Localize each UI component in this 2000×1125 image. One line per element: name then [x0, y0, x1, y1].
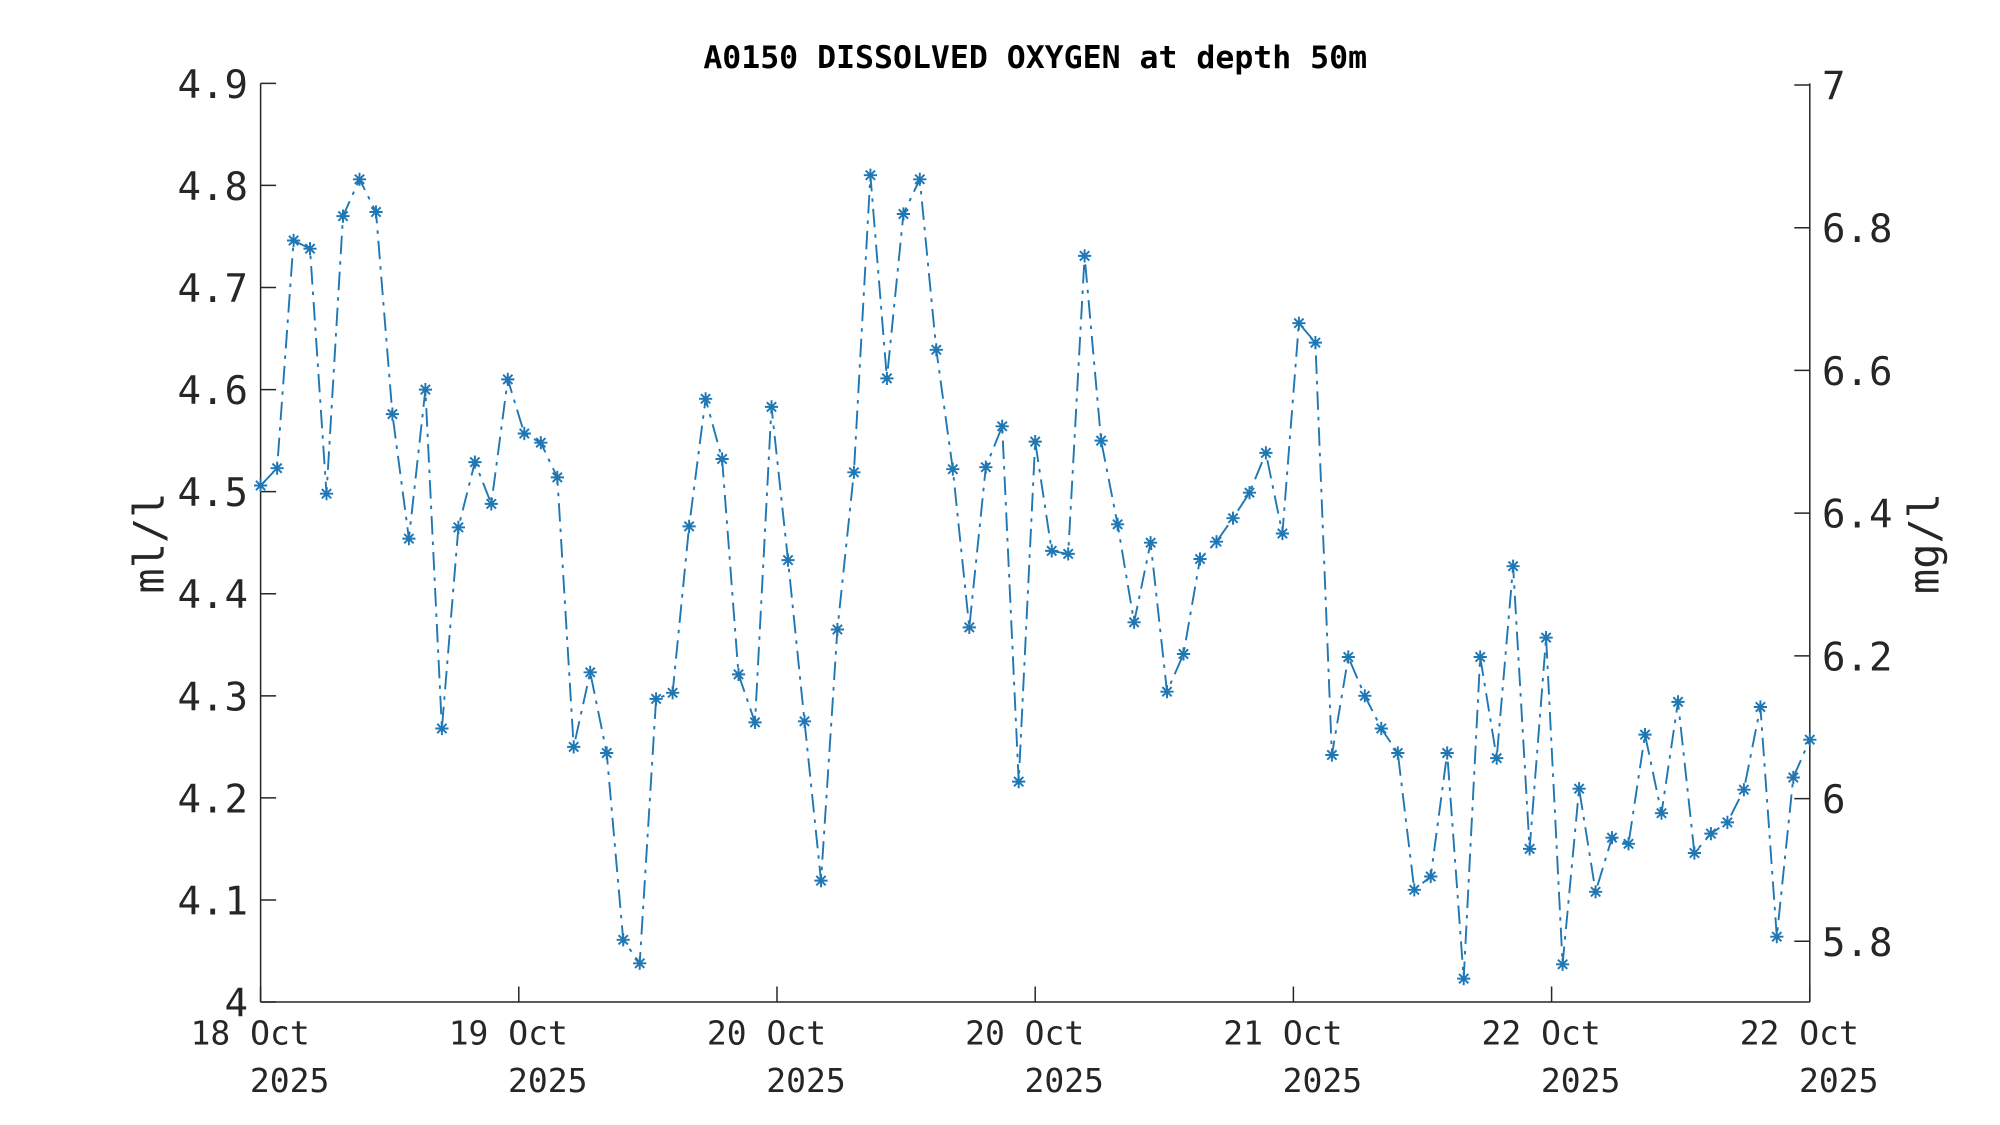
svg-text:19 Oct: 19 Oct — [449, 1014, 568, 1053]
svg-text:21 Oct: 21 Oct — [1223, 1014, 1342, 1053]
svg-text:2025: 2025 — [1283, 1061, 1362, 1100]
svg-text:4.4: 4.4 — [178, 573, 248, 618]
svg-text:6.6: 6.6 — [1822, 350, 1892, 395]
svg-text:6.2: 6.2 — [1822, 635, 1892, 680]
svg-text:4.7: 4.7 — [178, 267, 248, 312]
svg-text:4.5: 4.5 — [178, 471, 248, 516]
svg-text:6.4: 6.4 — [1822, 493, 1892, 538]
svg-text:20 Oct: 20 Oct — [707, 1014, 826, 1053]
svg-text:6.8: 6.8 — [1822, 207, 1892, 252]
svg-text:2025: 2025 — [508, 1061, 587, 1100]
svg-text:4.3: 4.3 — [178, 675, 248, 720]
svg-text:4.1: 4.1 — [178, 880, 248, 925]
svg-text:ml/l: ml/l — [124, 492, 173, 593]
svg-text:4: 4 — [225, 982, 248, 1027]
svg-text:mg/l: mg/l — [1900, 493, 1949, 594]
svg-text:4.6: 4.6 — [178, 369, 248, 414]
svg-text:20 Oct: 20 Oct — [965, 1014, 1084, 1053]
svg-text:A0150 DISSOLVED OXYGEN at dept: A0150 DISSOLVED OXYGEN at depth 50m — [703, 40, 1367, 76]
svg-text:7: 7 — [1822, 65, 1845, 110]
svg-text:5.8: 5.8 — [1822, 921, 1892, 966]
svg-text:2025: 2025 — [766, 1061, 845, 1100]
svg-text:2025: 2025 — [250, 1061, 329, 1100]
svg-text:2025: 2025 — [1541, 1061, 1620, 1100]
svg-text:6: 6 — [1822, 778, 1845, 823]
svg-text:2025: 2025 — [1799, 1061, 1878, 1100]
svg-text:22 Oct: 22 Oct — [1481, 1014, 1600, 1053]
svg-text:4.9: 4.9 — [178, 63, 248, 108]
svg-text:4.8: 4.8 — [178, 165, 248, 210]
svg-text:18 Oct: 18 Oct — [190, 1014, 309, 1053]
svg-text:4.2: 4.2 — [178, 777, 248, 822]
svg-text:22 Oct: 22 Oct — [1740, 1014, 1859, 1053]
svg-text:2025: 2025 — [1024, 1061, 1103, 1100]
